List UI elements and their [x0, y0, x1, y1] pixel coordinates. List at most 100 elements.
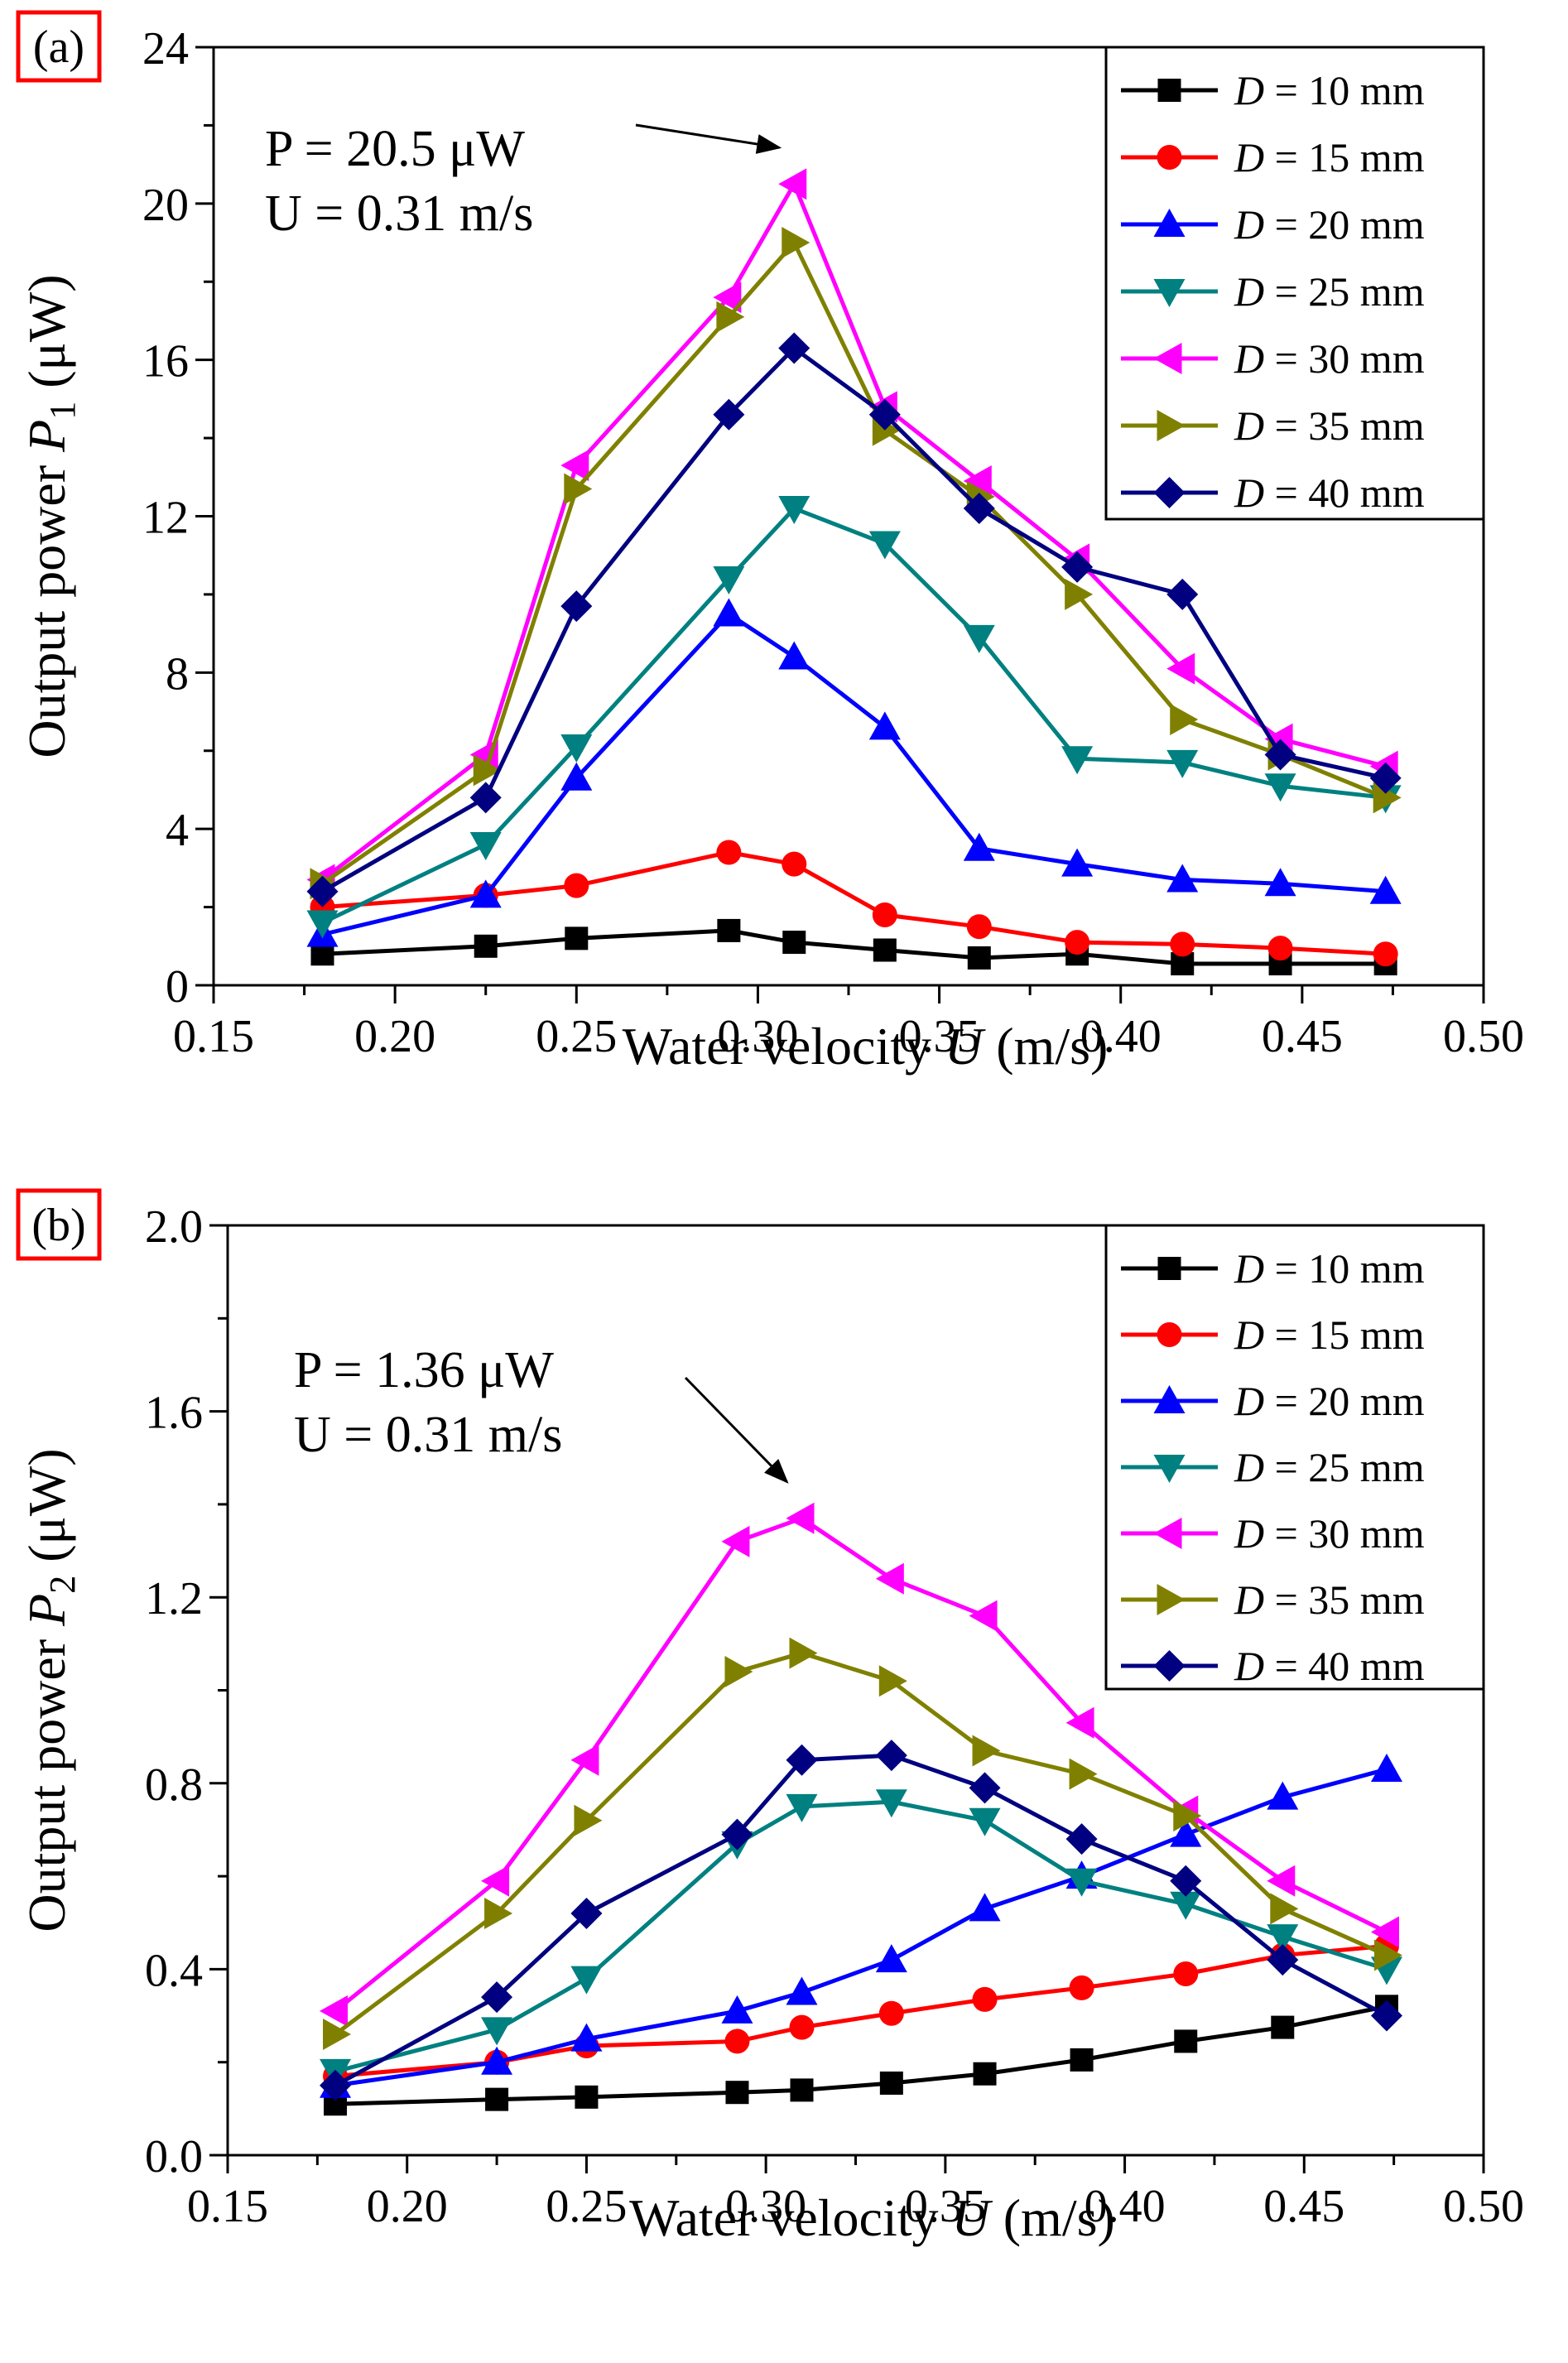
y-tick-label: 1.6: [145, 1388, 203, 1439]
y-axis-label: Output power P2 (μW): [17, 1448, 83, 1932]
y-tick-label: 8: [166, 648, 189, 700]
legend-marker: [1157, 410, 1186, 441]
data-point: [574, 1804, 603, 1836]
data-point: [716, 840, 742, 865]
y-axis-label: Output power P1 (μW): [17, 274, 83, 758]
annotation-velocity: U = 0.31 m/s: [294, 1407, 562, 1463]
x-tick-label: 0.15: [187, 2181, 268, 2232]
legend-marker: [1153, 279, 1186, 307]
data-point: [570, 1744, 599, 1776]
annotation-velocity: U = 0.31 m/s: [265, 185, 533, 242]
x-tick-label: 0.30: [725, 2181, 806, 2232]
data-point: [782, 931, 806, 955]
legend-marker: [1153, 209, 1186, 237]
data-point: [972, 1735, 1001, 1767]
series-d-15-mm: [310, 840, 1398, 967]
data-point: [872, 902, 897, 928]
legend-marker: [1153, 343, 1182, 374]
data-point: [724, 1656, 753, 1688]
data-point: [1170, 1818, 1202, 1847]
data-point: [1166, 652, 1195, 685]
annotation-power: P = 1.36 μW: [294, 1342, 554, 1398]
data-point: [1270, 1893, 1299, 1925]
legend-label: D = 35 mm: [1234, 1576, 1425, 1623]
data-point: [570, 1966, 603, 1995]
data-point: [485, 2087, 509, 2111]
x-tick-label: 0.35: [905, 2181, 986, 2232]
data-point: [1170, 931, 1195, 957]
legend-label: D = 40 mm: [1234, 469, 1425, 516]
data-point: [721, 1818, 753, 1850]
data-point: [778, 332, 810, 364]
data-point: [1174, 2029, 1198, 2053]
data-point: [778, 168, 807, 200]
data-point: [1173, 1961, 1199, 1987]
data-point: [725, 2081, 749, 2105]
annotation-power: P = 20.5 μW: [265, 121, 525, 177]
data-point: [716, 301, 745, 333]
chart-panel-a: (a) 0.15 0.20 0.25 0.30 0.35 0.40 0.45 0.50 0 4 8 12…: [16, 10, 1524, 1076]
data-point: [469, 832, 502, 861]
y-tick-label: 24: [142, 23, 189, 75]
data-point: [1065, 930, 1090, 955]
legend-label: D = 10 mm: [1234, 1245, 1425, 1292]
x-tick-label: 0.35: [899, 1011, 980, 1062]
data-point: [963, 832, 995, 861]
data-point: [789, 1637, 818, 1669]
data-point: [1069, 1975, 1094, 2000]
x-tick-label: 0.45: [1262, 1011, 1343, 1062]
data-point: [1170, 1865, 1202, 1897]
series-d-10-mm: [324, 1995, 1398, 2116]
y-tick-label: 0.8: [145, 1759, 203, 1811]
x-tick-label: 0.50: [1443, 1011, 1524, 1062]
data-point: [564, 873, 589, 898]
data-point: [1373, 941, 1398, 967]
data-point: [484, 1898, 513, 1930]
legend-marker: [1153, 1455, 1186, 1483]
data-point: [969, 1807, 1001, 1836]
series-d-35-mm: [323, 1637, 1402, 2051]
x-tick-label: 0.40: [1080, 1011, 1162, 1062]
data-point: [1267, 936, 1293, 961]
legend-marker: [1157, 1584, 1186, 1615]
data-point: [560, 450, 589, 482]
data-point: [875, 1562, 904, 1595]
data-point: [481, 1981, 513, 2014]
legend-marker: [1157, 145, 1182, 170]
legend-label: D = 40 mm: [1234, 1643, 1425, 1689]
data-point: [1065, 578, 1094, 610]
data-point: [1267, 1865, 1296, 1897]
legend-marker: [1157, 79, 1181, 102]
legend-marker: [1153, 477, 1186, 508]
data-point: [868, 531, 901, 560]
data-point: [1370, 2000, 1402, 2032]
data-point: [717, 918, 741, 942]
legend-marker: [1153, 1385, 1186, 1413]
series-d-40-mm: [306, 332, 1402, 907]
legend: D = 10 mm D = 15 mm D = 20 mm D = 25 mm D = …: [1104, 46, 1485, 521]
data-point: [786, 1502, 815, 1534]
data-point: [1170, 703, 1199, 735]
series-d-40-mm: [320, 1740, 1402, 2101]
data-point: [724, 2029, 750, 2054]
legend-label: D = 20 mm: [1234, 201, 1425, 248]
y-tick-label: 0: [166, 961, 189, 1013]
x-tick-label: 0.20: [354, 1011, 435, 1062]
data-point: [1166, 864, 1199, 893]
data-point: [1166, 749, 1199, 778]
legend-label: D = 30 mm: [1234, 1510, 1425, 1557]
data-point: [878, 2000, 904, 2026]
data-point: [1267, 1944, 1299, 1976]
x-axis-label: Water velocity U (m/s): [623, 1017, 1109, 1076]
data-point: [560, 590, 593, 623]
data-point: [320, 1995, 349, 2027]
data-point: [875, 1789, 907, 1818]
data-point: [721, 1525, 750, 1557]
data-point: [469, 739, 498, 771]
data-point: [778, 641, 810, 670]
data-point: [481, 2046, 513, 2075]
data-point: [1373, 782, 1402, 814]
data-point: [713, 398, 745, 431]
series-line: [321, 506, 1386, 925]
panel-label-box: [16, 10, 102, 83]
